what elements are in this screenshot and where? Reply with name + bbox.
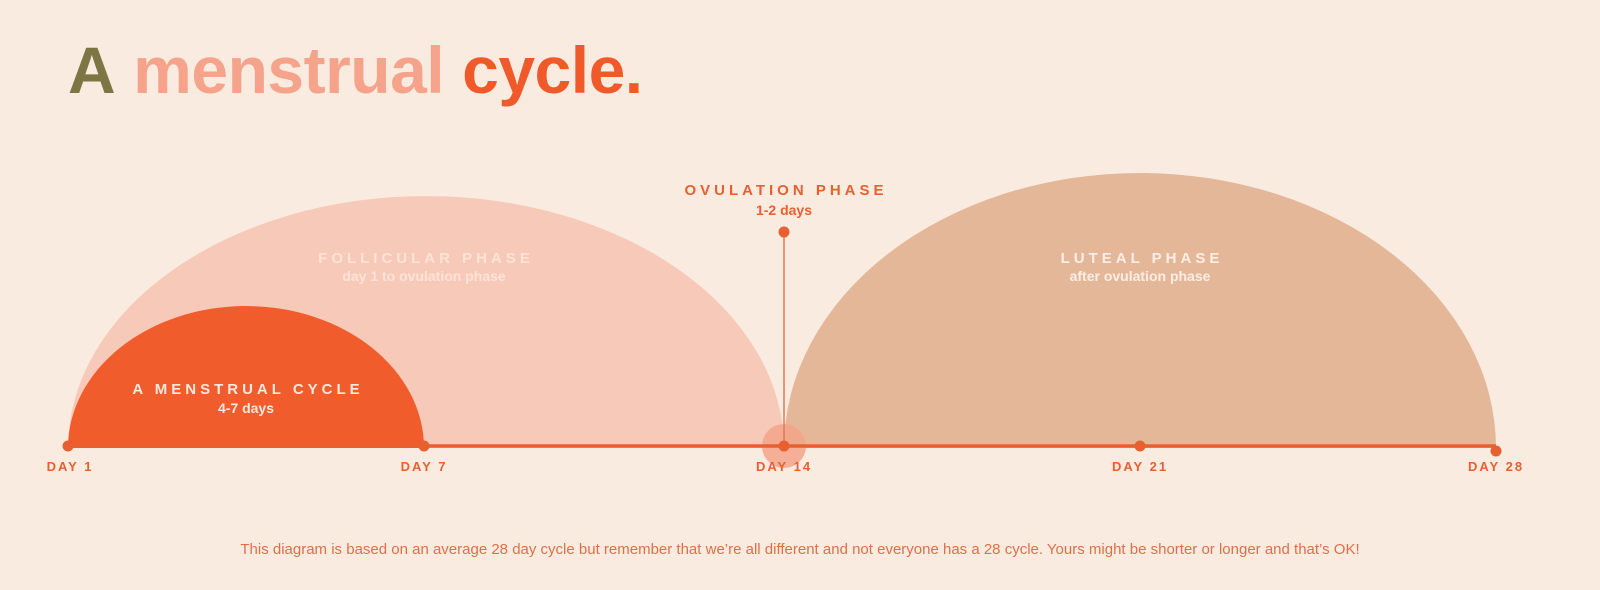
timeline-dot-day-7 <box>418 440 430 452</box>
title-word-a: A <box>68 33 116 107</box>
luteal-phase-arc <box>784 173 1496 448</box>
day-label-7: DAY 7 <box>401 459 448 474</box>
luteal-phase-title: LUTEAL PHASE <box>1061 250 1224 267</box>
timeline-dot-day-28 <box>1490 445 1502 457</box>
follicular-phase-title: FOLLICULAR PHASE <box>318 250 534 267</box>
day-label-1: DAY 1 <box>47 459 94 474</box>
ovulation-phase-subtitle: 1-2 days <box>756 202 812 218</box>
footnote: This diagram is based on an average 28 d… <box>240 541 1360 558</box>
timeline-dot-day-14 <box>778 440 790 452</box>
timeline-dot-day-1 <box>62 440 74 452</box>
menstrual-phase-subtitle: 4-7 days <box>218 400 274 416</box>
day-label-14: DAY 14 <box>756 459 812 474</box>
timeline-dot-day-21 <box>1134 440 1146 452</box>
title-word-cycle: cycle. <box>462 33 643 107</box>
menstrual-phase-arc <box>68 306 424 448</box>
ovulation-top-dot <box>778 226 790 238</box>
luteal-phase-subtitle: after ovulation phase <box>1070 268 1211 284</box>
day-label-21: DAY 21 <box>1112 459 1168 474</box>
ovulation-phase-title: OVULATION PHASE <box>684 182 887 199</box>
day-label-28: DAY 28 <box>1468 459 1524 474</box>
follicular-phase-subtitle: day 1 to ovulation phase <box>342 268 506 284</box>
title-word-menstrual: menstrual <box>133 33 445 107</box>
menstrual-phase-title: A MENSTRUAL CYCLE <box>132 381 363 398</box>
